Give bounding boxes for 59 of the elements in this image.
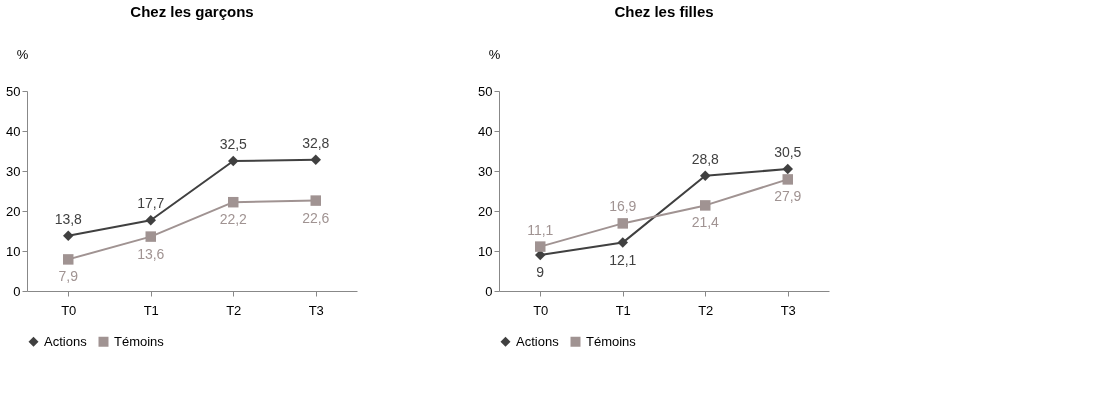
- point: [617, 237, 628, 248]
- point: [145, 231, 156, 242]
- point: [782, 163, 793, 175]
- data-label: 12,1: [609, 251, 637, 268]
- point: [700, 170, 711, 182]
- y-tick-label: 0: [485, 283, 493, 299]
- x-tick-label: T2: [226, 302, 242, 318]
- data-label: 13,6: [137, 245, 165, 262]
- data-label: 32,5: [219, 136, 248, 152]
- data-label: 17,7: [137, 195, 165, 212]
- data-label: 7,9: [58, 268, 79, 285]
- data-label: 22,2: [219, 211, 248, 228]
- y-tick-label: 10: [478, 243, 493, 259]
- y-axis-title: %: [488, 46, 501, 62]
- data-label: 9: [536, 264, 545, 280]
- data-label: 21,4: [691, 214, 720, 231]
- y-tick-label: 10: [6, 243, 21, 259]
- data-label: 30,5: [774, 144, 802, 160]
- y-tick-label: 0: [13, 283, 21, 299]
- data-label: 11,1: [527, 221, 554, 238]
- legend-label: Actions: [44, 333, 88, 349]
- x-tick-label: T2: [698, 302, 714, 318]
- point: [145, 214, 156, 226]
- point: [63, 254, 74, 265]
- data-label: 32,8: [302, 134, 330, 151]
- y-tick-label: 40: [478, 123, 493, 139]
- point: [310, 195, 321, 206]
- y-tick-label: 20: [478, 203, 493, 219]
- point: [700, 200, 711, 211]
- point: [228, 196, 239, 208]
- y-axis-title: %: [16, 46, 29, 62]
- x-tick-label: T3: [308, 302, 324, 318]
- point: [617, 218, 628, 229]
- data-label: 28,8: [691, 150, 720, 167]
- chart-title: Chez les filles: [614, 3, 714, 20]
- chart-title: Chez les garçons: [130, 3, 254, 20]
- point: [535, 241, 546, 252]
- x-tick-label: T1: [615, 302, 631, 318]
- data-label: 13,8: [54, 210, 83, 227]
- x-tick-label: T3: [780, 302, 796, 318]
- y-tick-label: 50: [478, 83, 493, 99]
- data-label: 16,9: [609, 198, 637, 215]
- x-tick-label: T1: [143, 302, 159, 318]
- data-label: 22,6: [302, 209, 330, 226]
- x-tick-label: T0: [61, 302, 77, 318]
- y-tick-label: 30: [6, 163, 21, 179]
- legend-label: Témoins: [586, 333, 637, 349]
- legend-label: Témoins: [114, 333, 165, 349]
- y-tick-label: 20: [6, 203, 21, 219]
- legend-label: Actions: [516, 333, 560, 349]
- y-tick-label: 30: [478, 163, 493, 179]
- point: [310, 154, 321, 166]
- point: [782, 174, 793, 185]
- x-tick-label: T0: [533, 302, 549, 318]
- point: [63, 230, 74, 242]
- point: [228, 155, 239, 167]
- y-tick-label: 40: [6, 123, 21, 139]
- y-tick-label: 50: [6, 83, 21, 99]
- data-label: 27,9: [774, 188, 802, 205]
